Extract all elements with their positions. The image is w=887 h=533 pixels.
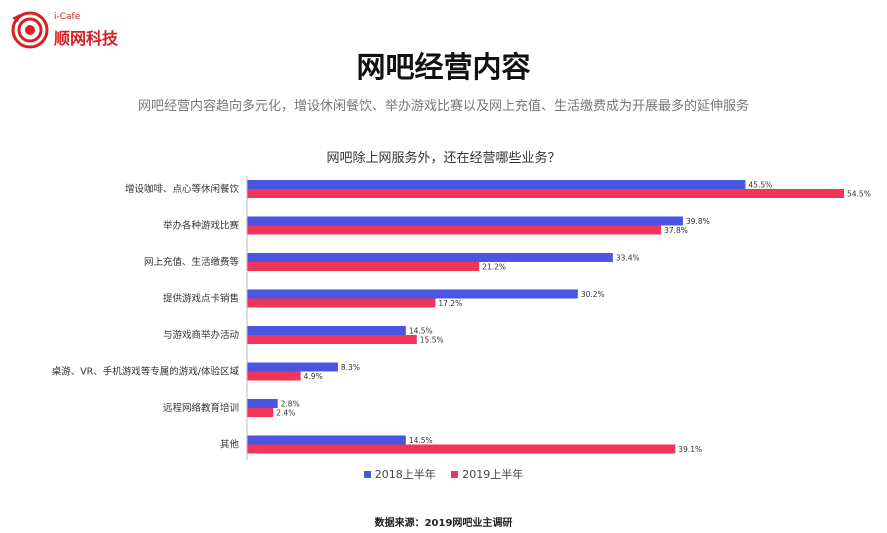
bar-2018 [247,216,683,226]
data-label: 54.5% [847,190,871,199]
data-label: 2.8% [281,400,300,409]
bar-2018 [247,180,746,189]
data-label: 14.5% [409,327,433,336]
data-label: 45.5% [748,181,772,190]
bar-2018 [247,362,338,372]
bar-2019 [247,408,274,417]
category-label: 举办各种游戏比赛 [163,220,240,232]
bar-2019 [247,225,662,235]
bar-2018 [247,253,613,262]
bar-2019 [247,335,417,344]
bar-2019 [247,371,301,381]
category-label: 提供游戏点卡销售 [163,293,239,305]
category-label: 网上充值、生活缴费等 [144,256,240,268]
legend-label-2019: 2019上半年 [462,468,524,481]
chart-legend: 2018上半年 2019上半年 [0,466,887,482]
data-label: 2.4% [276,409,295,418]
bar-2019 [247,298,436,308]
data-label: 8.3% [341,363,360,372]
legend-label-2018: 2018上半年 [374,468,436,481]
data-label: 17.2% [438,299,462,308]
logo-top-text: i-Cafe [54,12,81,22]
data-label: 4.9% [304,372,323,381]
data-label: 39.8% [686,217,710,226]
data-source: 数据来源：2019网吧业主调研 [374,518,513,529]
category-label: 其他 [220,439,240,451]
chart-title: 网吧除上网服务外，还在经营哪些业务？ [326,151,561,166]
page-title: 网吧经营内容 [356,50,531,84]
data-label: 15.5% [420,336,444,345]
data-label: 37.8% [664,226,688,235]
category-label: 与游戏商举办活动 [163,329,239,341]
page-subtitle: 网吧经营内容趋向多元化，增设休闲餐饮、举办游戏比赛以及网上充值、生活缴费成为开展… [137,99,749,114]
data-label: 30.2% [581,290,605,299]
bar-2019 [247,262,480,271]
bar-2018 [247,435,406,445]
bar-2019 [247,444,676,454]
legend-item-2018: 2018上半年 [363,466,436,482]
legend-swatch-2019 [451,470,459,478]
bar-2018 [247,289,578,299]
legend-item-2019: 2019上半年 [451,466,523,482]
data-label: 21.2% [482,263,506,272]
data-label: 33.4% [616,254,640,263]
category-label: 增设咖啡、点心等休闲餐饮 [125,183,240,195]
category-label: 桌游、VR、手机游戏等专属的游戏/体验区域 [52,366,240,378]
legend-swatch-2018 [363,470,371,478]
bar-2018 [247,399,278,408]
data-label: 39.1% [678,445,702,454]
bar-2018 [247,326,406,335]
bar-2019 [247,189,844,198]
data-label: 14.5% [409,436,433,445]
category-label: 远程网络教育培训 [163,402,239,414]
logo: i-Cafe 顺网科技 [10,8,140,50]
target-icon [11,11,49,49]
logo-brand: 顺网科技 [54,29,119,48]
